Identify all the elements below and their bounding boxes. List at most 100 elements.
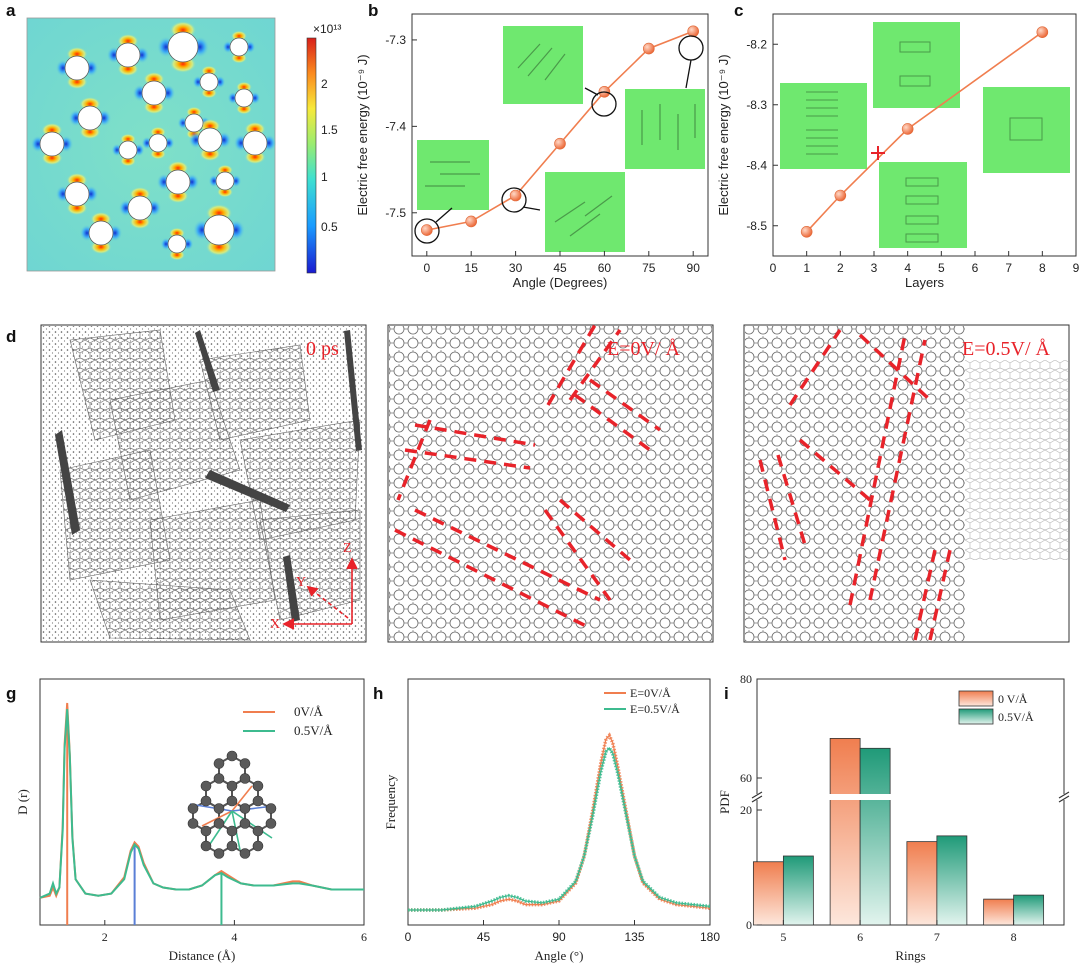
y-tick-label: -8.2: [746, 37, 767, 51]
x-tick-label: 135: [624, 930, 644, 944]
carbon-atom: [226, 750, 238, 762]
panel-a: a ×10¹³ 2 1.5 1 0.5: [6, 1, 341, 274]
y-tick-label: -8.5: [746, 219, 767, 233]
inset-b-30deg: [503, 26, 583, 104]
carbon-atom: [200, 780, 212, 792]
x-tick-label: 4: [231, 930, 237, 944]
carbon-atom: [213, 773, 225, 784]
plot-frame-g: [39, 678, 365, 926]
axis-triad-d: [282, 557, 358, 630]
x-axis-label: Angle (Degrees): [513, 275, 608, 290]
carbon-atom: [252, 840, 264, 852]
x-tick-label: 3: [871, 261, 878, 275]
pore-hole: [215, 171, 235, 191]
colorbar-tick-0-5: 0.5: [321, 220, 338, 234]
series-line: [806, 31, 1043, 233]
pore-hole: [167, 31, 199, 63]
carbon-atom: [200, 825, 212, 837]
pore-hole: [148, 133, 168, 153]
carbon-atom: [252, 825, 264, 837]
panel-e: e E=0V/ Å: [387, 324, 714, 643]
x-axis-label: Rings: [895, 948, 925, 963]
colorbar-tick-2: 2: [321, 77, 328, 91]
panel-g: g 2 4 6 Distance (Å) D (r) 0V/Å 0.5V/Å: [6, 678, 367, 963]
y-tick-label: 80: [740, 672, 752, 686]
x-tick-label: 180: [700, 930, 720, 944]
graphene-inset-g: [187, 750, 277, 859]
x-tick-label: 5: [780, 930, 786, 944]
y-tick-label: 60: [740, 771, 752, 785]
x-tick-label: 7: [934, 930, 940, 944]
colorbar-tick-1: 1: [321, 170, 328, 184]
legend-label: E=0.5V/Å: [630, 702, 680, 716]
x-tick-label: 30: [509, 261, 523, 275]
colorbar: [306, 37, 317, 274]
data-point: [465, 215, 478, 228]
carbon-atom: [226, 840, 238, 852]
y-tick-label: 0: [746, 918, 752, 932]
x-axis-label: Distance (Å): [169, 948, 236, 963]
data-point: [687, 25, 700, 38]
legend-swatch: [958, 690, 994, 707]
panel-label-g: g: [6, 684, 16, 703]
series-line-0: [408, 734, 711, 911]
x-tick-label: 90: [552, 930, 566, 944]
x-axis-label: Layers: [905, 275, 945, 290]
pore-hole: [64, 181, 90, 207]
panel-label-c: c: [734, 1, 743, 20]
carbon-atom: [200, 795, 212, 807]
data-point: [509, 189, 522, 202]
colorbar-tick-1-5: 1.5: [321, 123, 338, 137]
inset-b-45deg: [545, 172, 625, 252]
carbon-atom: [213, 758, 225, 769]
x-axis-label: Angle (°): [535, 948, 584, 963]
bar-0V-rings-5: [752, 861, 784, 926]
colorbar-exponent: ×10¹³: [313, 22, 341, 36]
x-tick-label: 15: [465, 261, 479, 275]
y-tick-label: -8.4: [746, 158, 767, 172]
y-axis-label: PDF: [717, 790, 732, 814]
x-tick-label: 9: [1073, 261, 1080, 275]
inset-c-2-layers: [873, 22, 960, 108]
x-tick-label: 0: [770, 261, 777, 275]
data-point: [834, 189, 847, 202]
pore-hole: [197, 127, 223, 153]
x-tick-label: 4: [904, 261, 911, 275]
pore-hole: [165, 169, 191, 195]
x-tick-label: 7: [1005, 261, 1012, 275]
y-tick-label: -7.4: [385, 119, 406, 133]
line-plot-g: 2 4 6 Distance (Å) D (r) 0V/Å 0.5V/Å: [15, 702, 367, 963]
graphene-orientation-lines-f: [758, 329, 952, 641]
legend-swatch: [958, 708, 994, 725]
series-line-1: [39, 709, 364, 899]
pore-hole: [234, 88, 254, 108]
distance-vector: [231, 810, 273, 839]
cross-marker-c: [871, 146, 885, 160]
x-tick-label: 8: [1011, 930, 1017, 944]
pore-hole: [141, 80, 167, 106]
pore-hole: [118, 140, 138, 160]
bar-0V-rings-7: [906, 841, 938, 926]
carbon-atom: [252, 795, 264, 807]
legend-label: E=0V/Å: [630, 686, 671, 700]
axis-break-gap: [751, 794, 1070, 800]
x-tick-label: 5: [938, 261, 945, 275]
data-point: [420, 224, 433, 236]
carbon-atom: [265, 818, 277, 829]
x-tick-label: 2: [837, 261, 844, 275]
highlight-circles-b: [414, 35, 704, 244]
distance-vector: [201, 810, 233, 827]
x-tick-label: 45: [477, 930, 491, 944]
y-axis-label: Electric free energy (10⁻⁹ J): [716, 54, 731, 215]
bar-0V-rings-6: [829, 738, 861, 926]
x-tick-label: 45: [553, 261, 567, 275]
inset-c-4-layers: [879, 162, 967, 248]
carbon-atom: [239, 758, 251, 769]
carbon-atom: [213, 818, 225, 829]
inset-c-1-layer: [983, 87, 1070, 173]
data-point: [901, 123, 914, 135]
x-tick-label: 6: [857, 930, 863, 944]
carbon-atom: [239, 818, 251, 829]
